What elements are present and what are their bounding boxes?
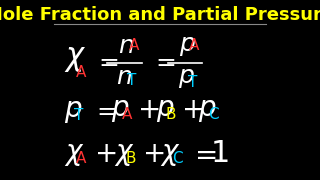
- Text: $n$: $n$: [116, 65, 132, 89]
- Text: T: T: [126, 73, 136, 88]
- Text: T: T: [74, 108, 83, 123]
- Text: $+$: $+$: [94, 140, 116, 168]
- Text: $=$: $=$: [92, 98, 117, 122]
- Text: $=$: $=$: [151, 49, 176, 73]
- Text: $=$: $=$: [94, 49, 119, 73]
- Text: $p$: $p$: [178, 66, 195, 91]
- Text: B: B: [125, 151, 136, 166]
- Text: $\chi$: $\chi$: [64, 140, 84, 168]
- Text: $+$: $+$: [180, 96, 203, 124]
- Text: $\chi$: $\chi$: [114, 140, 134, 168]
- Text: T: T: [188, 75, 197, 89]
- Text: $p$: $p$: [111, 96, 130, 124]
- Text: $+$: $+$: [142, 140, 164, 168]
- Text: A: A: [129, 38, 139, 53]
- Text: $=$: $=$: [189, 140, 217, 168]
- Text: A: A: [76, 151, 86, 166]
- Text: C: C: [208, 107, 219, 122]
- Text: $\chi$: $\chi$: [160, 140, 180, 168]
- Text: A: A: [122, 107, 132, 122]
- Text: A: A: [76, 65, 86, 80]
- Text: $n$: $n$: [118, 34, 134, 58]
- Text: $p$: $p$: [180, 34, 196, 58]
- Text: $p$: $p$: [198, 96, 216, 124]
- Text: C: C: [172, 151, 182, 166]
- Text: Mole Fraction and Partial Pressure: Mole Fraction and Partial Pressure: [0, 6, 320, 24]
- Text: $\chi$: $\chi$: [64, 45, 86, 74]
- Text: B: B: [166, 107, 176, 122]
- Text: $1$: $1$: [210, 139, 228, 168]
- Text: A: A: [189, 38, 200, 53]
- Text: $p$: $p$: [64, 97, 82, 125]
- Text: $+$: $+$: [137, 96, 160, 124]
- Text: $p$: $p$: [156, 96, 174, 124]
